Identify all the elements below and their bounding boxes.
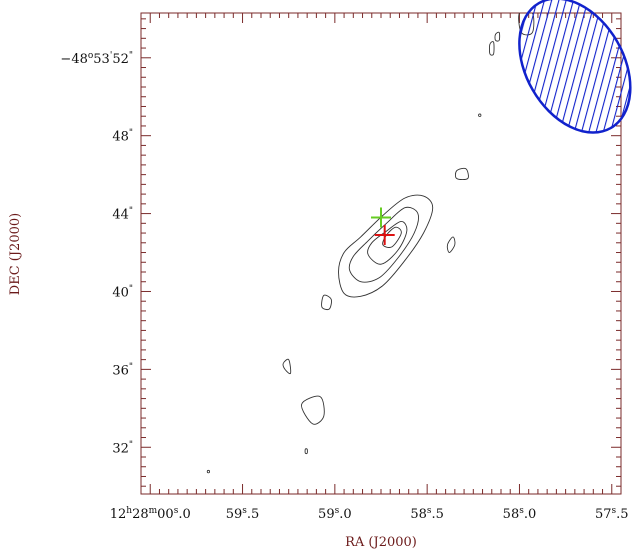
- y-tick-label: 36": [112, 362, 133, 378]
- contour-level-1: [321, 294, 332, 311]
- y-tick-label: 32": [112, 440, 133, 456]
- y-tick-labels: 32" 36" 40" 44" 48" −48o53'52": [60, 51, 133, 456]
- contour-level-1: [494, 31, 501, 42]
- y-tick-label: 40": [112, 284, 133, 300]
- contour-level-1: [478, 113, 482, 117]
- green-cross: [371, 207, 391, 228]
- contour-level-1: [304, 448, 308, 455]
- contour-level-1: [301, 395, 325, 425]
- y-axis-title: DEC (J2000): [8, 213, 23, 295]
- x-axis-title: RA (J2000): [345, 535, 417, 550]
- contour-level-1: [446, 236, 456, 253]
- x-tick-label: 58s.5: [410, 506, 444, 522]
- x-tick-label: 59s.5: [226, 506, 260, 522]
- contour-level-1: [206, 469, 210, 474]
- x-tick-labels: 12h28m00s.0 59s.5 59s.0 58s.5 58s.0 57s.5: [110, 506, 629, 522]
- contour-layer: [206, 13, 535, 474]
- contour-level-1: [454, 167, 469, 181]
- tick-marks: [140, 13, 622, 494]
- x-tick-label: 59s.0: [318, 506, 352, 522]
- y-tick-label: 44": [112, 207, 133, 223]
- beam-ellipse: [518, 0, 632, 134]
- contour-level-1: [489, 41, 495, 56]
- contour-level-1: [338, 194, 434, 298]
- x-tick-label: 57s.5: [595, 506, 629, 522]
- y-tick-label: −48o53'52": [60, 51, 133, 67]
- contour-level-1: [282, 358, 292, 375]
- x-tick-label: 12h28m00s.0: [110, 506, 191, 522]
- contour-level-2: [348, 206, 419, 283]
- y-tick-label: 48": [112, 129, 133, 145]
- marker-layer: [371, 207, 395, 245]
- contour-level-3: [367, 220, 408, 265]
- red-cross: [374, 225, 395, 245]
- beam-layer: [518, 0, 632, 134]
- x-tick-label: 58s.0: [503, 506, 537, 522]
